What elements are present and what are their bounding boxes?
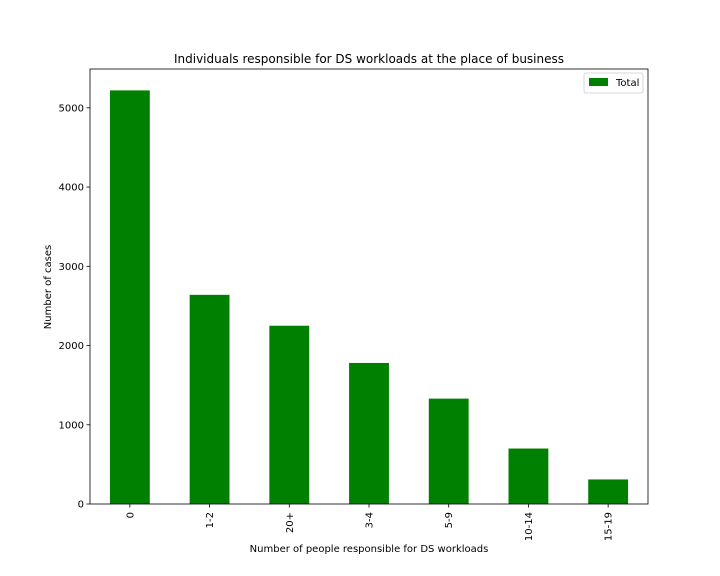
y-tick-label: 1000 — [59, 420, 84, 431]
x-tick-label: 3-4 — [365, 512, 376, 528]
y-tick-label: 0 — [78, 500, 84, 511]
y-axis-label: Number of cases — [43, 245, 54, 329]
y-axis: 0 1000 2000 3000 4000 5000 — [59, 103, 90, 511]
bar-20+ — [269, 325, 310, 504]
x-axis: 0 1-2 20+ 3-4 5-9 10-14 15-19 — [125, 504, 615, 541]
bar-3-4 — [349, 362, 389, 504]
bar-1-2 — [189, 294, 230, 504]
bar-0 — [109, 90, 150, 505]
bar-5-9 — [428, 398, 469, 504]
y-tick-label: 5000 — [59, 103, 84, 114]
x-tick-label: 10-14 — [524, 512, 535, 541]
y-tick-label: 2000 — [59, 341, 84, 352]
x-tick-label: 0 — [125, 512, 136, 518]
x-tick-label: 1-2 — [205, 512, 216, 528]
bar-10-14 — [508, 448, 549, 504]
legend-swatch — [589, 78, 608, 86]
bars-group — [109, 90, 629, 505]
x-axis-label: Number of people responsible for DS work… — [250, 544, 489, 555]
legend: Total — [583, 72, 644, 94]
x-tick-label: 15-19 — [604, 512, 615, 541]
x-tick-label: 20+ — [285, 512, 296, 533]
y-tick-label: 3000 — [59, 262, 84, 273]
x-tick-label: 5-9 — [444, 512, 455, 528]
legend-label-total: Total — [615, 78, 639, 89]
bar-15-19 — [588, 479, 629, 504]
chart-title: Individuals responsible for DS workloads… — [174, 52, 564, 66]
y-tick-label: 4000 — [59, 183, 84, 194]
